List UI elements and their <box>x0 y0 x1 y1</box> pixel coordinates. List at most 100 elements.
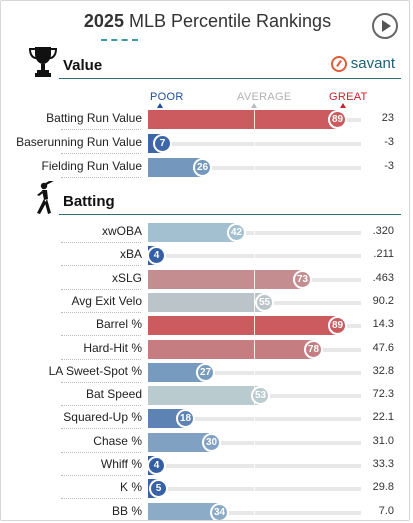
section-title-batting: Batting <box>63 193 115 210</box>
metric-value: 90.2 <box>372 294 394 307</box>
metric-value: 29.8 <box>372 481 394 494</box>
row-leader-dots <box>61 475 141 476</box>
percentile-bubble: 30 <box>202 432 221 452</box>
percentile-bubble: 34 <box>210 502 229 520</box>
row-leader-dots <box>61 153 141 154</box>
metric-row[interactable]: Barrel % 89 14.3 <box>1 316 409 337</box>
percentile-bubble: 5 <box>149 479 168 499</box>
metric-row[interactable]: BB % 34 7.0 <box>1 502 409 520</box>
metric-label: Chase % <box>93 433 142 448</box>
metric-row[interactable]: xBA 4 .211 <box>1 246 409 267</box>
average-line <box>254 432 255 452</box>
percentile-bar <box>148 432 212 452</box>
metric-label: Barrel % <box>95 317 142 332</box>
metric-row[interactable]: Whiff % 4 33.3 <box>1 456 409 476</box>
metric-row[interactable]: xwOBA 42 .320 <box>1 223 409 243</box>
percentile-bar <box>148 269 303 289</box>
percentile-bubble: 53 <box>251 386 270 406</box>
percentile-bar <box>148 110 338 129</box>
scale-poor-tick <box>157 103 163 108</box>
percentile-bubble: 18 <box>176 409 195 429</box>
metric-value: -3 <box>384 136 394 148</box>
section-header-value: Value savant <box>23 45 401 81</box>
savant-logo[interactable]: savant <box>330 55 395 72</box>
section-title-value: Value <box>63 57 103 74</box>
batter-icon <box>37 181 54 214</box>
average-line <box>254 223 255 242</box>
average-line <box>254 292 255 312</box>
average-line <box>254 110 255 129</box>
row-leader-dots <box>61 265 141 267</box>
metric-value: 31.0 <box>372 434 394 447</box>
metric-row[interactable]: Hard-Hit % 78 47.6 <box>1 339 409 360</box>
metric-label: Baserunning Run Value <box>16 135 142 149</box>
metric-label: LA Sweet-Spot % <box>48 363 142 378</box>
gauge-icon <box>330 55 347 72</box>
page-title: 2025 MLB Percentile Rankings <box>83 11 332 31</box>
metric-value: .320 <box>372 225 394 237</box>
metric-label: xBA <box>119 247 142 262</box>
metric-row[interactable]: xSLG 73 .463 <box>1 269 409 290</box>
metric-value: .211 <box>373 248 394 261</box>
row-leader-dots <box>61 242 141 243</box>
metric-label: Hard-Hit % <box>83 340 142 355</box>
play-icon[interactable] <box>372 13 398 39</box>
scale-average-tick <box>251 103 257 108</box>
metric-row[interactable]: Chase % 30 31.0 <box>1 432 409 453</box>
metric-value: 22.1 <box>372 411 394 424</box>
metric-label: Fielding Run Value <box>41 159 142 173</box>
row-leader-dots <box>61 288 141 290</box>
metric-label: Avg Exit Velo <box>71 293 143 308</box>
metric-label: Batting Run Value <box>46 111 142 125</box>
percentile-bubble: 4 <box>147 456 166 475</box>
percentile-bubble: 27 <box>196 362 215 382</box>
average-line <box>254 316 255 336</box>
row-leader-dots <box>61 129 141 130</box>
percentile-bar <box>148 223 237 242</box>
metric-row[interactable]: Bat Speed 53 72.3 <box>1 386 409 407</box>
percentile-bubble: 89 <box>328 316 347 336</box>
average-line <box>254 479 255 499</box>
percentile-bubble: 7 <box>153 134 172 153</box>
section-divider <box>59 214 401 215</box>
percentile-bar <box>148 158 203 177</box>
metric-value: 32.8 <box>372 364 394 377</box>
percentile-bubble: 89 <box>328 110 347 129</box>
trophy-icon <box>29 47 57 77</box>
scale-average-label: AVERAGE <box>237 91 292 103</box>
row-leader-dots <box>61 405 141 407</box>
average-line <box>254 362 255 382</box>
row-leader-dots <box>61 311 141 313</box>
metric-label: BB % <box>111 503 142 518</box>
metric-label: Whiff % <box>100 457 142 471</box>
row-leader-dots <box>61 451 141 453</box>
row-leader-dots <box>61 428 141 430</box>
average-line <box>254 134 255 153</box>
metric-value: 72.3 <box>372 388 394 401</box>
average-line <box>254 339 255 359</box>
metric-label: xSLG <box>111 270 142 285</box>
metric-row[interactable]: Batting Run Value 89 23 <box>1 110 409 130</box>
metric-row[interactable]: Baserunning Run Value 7 -3 <box>1 134 409 154</box>
percentile-bar <box>148 292 265 312</box>
row-leader-dots <box>61 177 141 178</box>
metric-row[interactable]: Avg Exit Velo 55 90.2 <box>1 292 409 313</box>
row-leader-dots <box>61 358 141 360</box>
metric-value: 7.0 <box>378 504 394 517</box>
metric-label: xwOBA <box>101 224 142 238</box>
metric-value: -3 <box>384 160 394 172</box>
section-header-batting: Batting <box>23 181 401 217</box>
metric-row[interactable]: Squared-Up % 18 22.1 <box>1 409 409 430</box>
metric-row[interactable]: K % 5 29.8 <box>1 479 409 500</box>
average-line <box>254 246 255 266</box>
metric-value: 23 <box>381 112 394 124</box>
metric-label: Bat Speed <box>85 387 142 402</box>
metric-row[interactable]: LA Sweet-Spot % 27 32.8 <box>1 362 409 383</box>
percentile-bubble: 78 <box>304 339 323 359</box>
title-underline <box>101 39 138 41</box>
average-line <box>254 158 255 177</box>
metric-row[interactable]: Fielding Run Value 26 -3 <box>1 158 409 178</box>
average-line <box>254 502 255 520</box>
percentile-bar <box>148 316 338 336</box>
